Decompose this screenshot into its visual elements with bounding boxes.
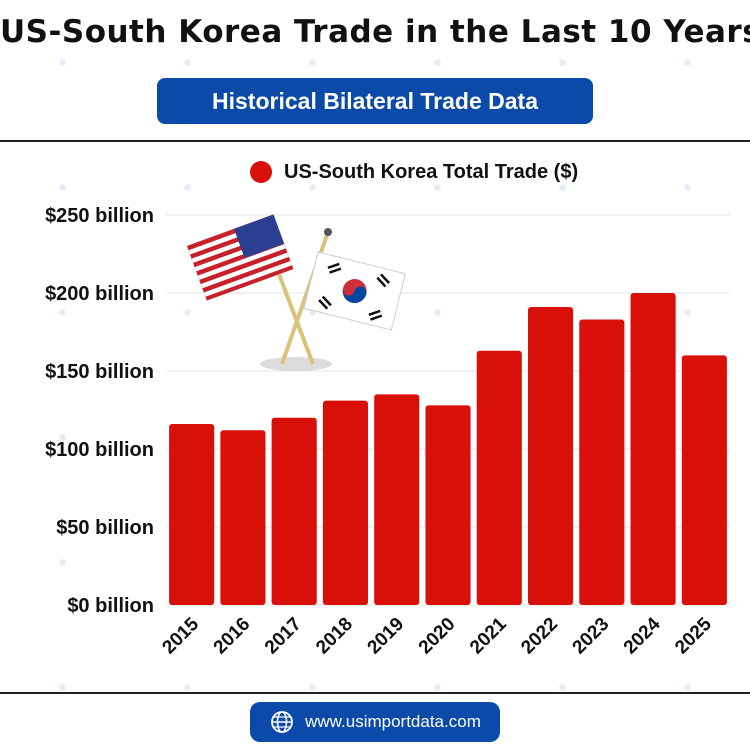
bar-2017 bbox=[271, 417, 317, 605]
legend-label: US-South Korea Total Trade ($) bbox=[284, 160, 579, 183]
x-tick-label: 2016 bbox=[210, 614, 255, 659]
website-label: www.usimportdata.com bbox=[305, 712, 481, 731]
bar-2015 bbox=[169, 424, 215, 605]
crossed-flags-illustration bbox=[186, 213, 406, 371]
bar-2018 bbox=[322, 400, 369, 605]
korea-flag-icon bbox=[303, 251, 406, 331]
bar-2022 bbox=[527, 307, 574, 605]
y-axis-ticks: $0 billion $50 billion $100 billion $150 bi… bbox=[45, 205, 154, 617]
bar-series bbox=[169, 293, 727, 605]
chart-legend: US-South Korea Total Trade ($) bbox=[250, 158, 578, 186]
bar-2019 bbox=[374, 394, 420, 605]
bar-2025 bbox=[681, 355, 727, 605]
y-tick-label: $50 billion bbox=[56, 517, 154, 539]
x-tick-label: 2021 bbox=[466, 613, 511, 658]
y-tick-label: $250 billion bbox=[45, 205, 154, 227]
flag-stand-shadow bbox=[260, 357, 332, 371]
x-tick-label: 2019 bbox=[364, 614, 409, 659]
bottom-divider bbox=[0, 692, 750, 694]
legend-swatch bbox=[250, 161, 272, 183]
x-tick-label: 2018 bbox=[312, 614, 357, 659]
x-tick-label: 2025 bbox=[671, 613, 716, 658]
page-title: US-South Korea Trade in the Last 10 Year… bbox=[0, 14, 750, 50]
korea-flag-pole-tip bbox=[324, 228, 332, 236]
x-tick-label: 2022 bbox=[517, 614, 562, 659]
x-tick-label: 2017 bbox=[261, 614, 306, 659]
x-axis-ticks: 2015 2016 2017 2018 2019 2020 2021 2022 2023 2024… bbox=[158, 613, 716, 658]
y-tick-label: $0 billion bbox=[67, 595, 154, 617]
top-divider bbox=[0, 140, 750, 142]
bar-2023 bbox=[579, 319, 625, 605]
y-tick-label: $150 billion bbox=[45, 361, 154, 383]
bar-2024 bbox=[630, 293, 676, 605]
y-tick-label: $100 billion bbox=[45, 439, 154, 461]
y-tick-label: $200 billion bbox=[45, 283, 154, 305]
x-tick-label: 2024 bbox=[620, 613, 665, 658]
bar-2016 bbox=[220, 430, 266, 605]
bar-2020 bbox=[425, 405, 471, 605]
bar-2021 bbox=[476, 350, 522, 605]
x-tick-label: 2015 bbox=[158, 613, 203, 658]
subtitle-banner: Historical Bilateral Trade Data bbox=[157, 78, 593, 124]
x-tick-label: 2020 bbox=[415, 614, 460, 659]
globe-icon bbox=[271, 711, 294, 733]
website-link[interactable]: www.usimportdata.com bbox=[250, 702, 500, 742]
us-flag-icon bbox=[186, 213, 294, 302]
x-tick-label: 2023 bbox=[569, 614, 614, 659]
